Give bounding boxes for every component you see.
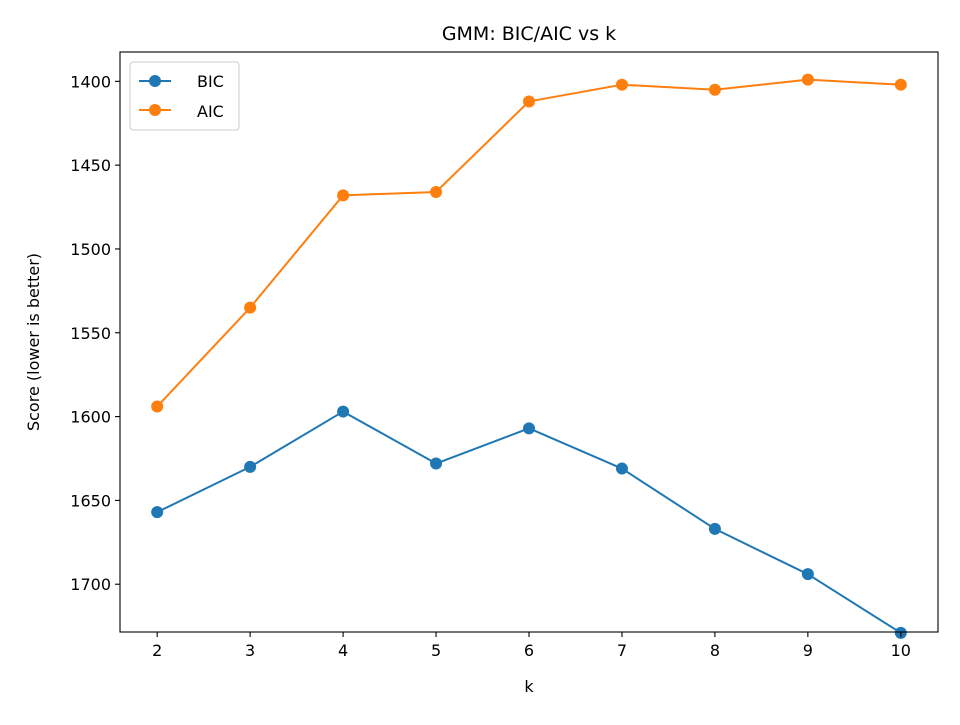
data-point-bic [151,506,164,519]
legend-entry-bic: BIC [139,72,224,91]
legend-label-aic: AIC [197,102,224,121]
y-axis-label: Score (lower is better) [24,253,43,431]
data-point-aic [894,78,907,91]
x-tick-label: 5 [431,641,441,660]
data-point-aic [523,95,535,108]
data-point-bic [801,568,814,581]
x-tick-label: 6 [524,641,534,660]
legend-marker-aic [149,104,161,116]
y-tick-label: 1450 [70,156,111,175]
data-point-bic [523,422,535,435]
data-point-aic [151,400,164,413]
data-point-bic [615,462,628,475]
data-point-aic [615,78,628,91]
ticks-layer: 2 3 4 5 6 7 8 9 10 1400 1450 1500 1550 1600 1650 1700 [70,72,911,660]
x-tick-label: 9 [803,641,813,660]
series-aic [151,73,907,413]
x-tick-label: 7 [617,641,627,660]
data-point-aic [244,301,257,314]
y-tick-label: 1700 [70,575,111,594]
legend-entry-aic: AIC [139,102,224,121]
plot-frame [119,51,939,633]
y-tick-label: 1650 [70,491,111,510]
data-point-aic [708,83,721,96]
data-point-aic [430,185,443,198]
data-point-bic [708,522,721,535]
data-point-aic [337,189,350,202]
x-tick-label: 4 [338,641,348,660]
x-tick-label: 10 [891,641,911,660]
y-tick-label: 1500 [70,240,111,259]
data-point-bic [430,457,443,470]
legend-marker-bic [149,75,161,87]
x-axis-label: k [524,677,534,696]
x-tick-label: 8 [710,641,720,660]
legend-label-bic: BIC [197,72,224,91]
x-tick-label: 3 [245,641,255,660]
y-tick-label: 1550 [70,324,111,343]
series-layer [151,73,907,639]
y-tick-label: 1400 [70,72,111,91]
chart-title: GMM: BIC/AIC vs k [442,23,616,45]
data-point-aic [801,73,814,86]
data-point-bic [244,460,257,473]
legend: BIC AIC [129,61,240,131]
data-point-bic [337,405,350,418]
x-tick-label: 2 [152,641,162,660]
y-tick-label: 1600 [70,408,111,427]
